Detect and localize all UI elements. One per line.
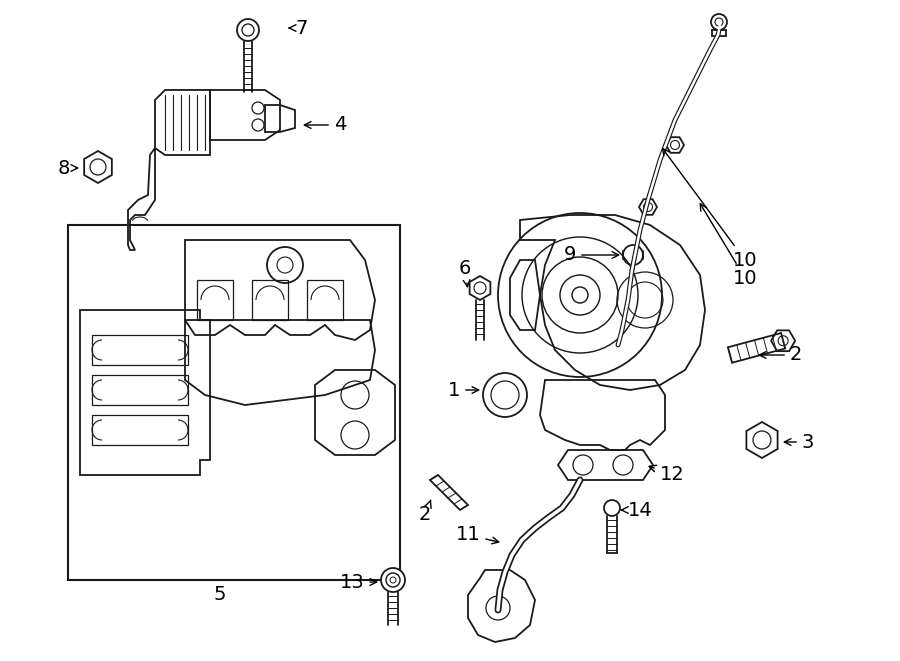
Text: 3: 3 (784, 432, 814, 451)
Text: 6: 6 (459, 258, 472, 287)
Text: 14: 14 (621, 500, 652, 520)
Text: 1: 1 (448, 381, 479, 399)
Text: 13: 13 (339, 572, 377, 592)
Text: 10: 10 (662, 149, 757, 270)
Text: 10: 10 (700, 204, 757, 288)
Text: 12: 12 (649, 465, 684, 483)
Bar (712, 30, 726, 36)
Circle shape (381, 568, 405, 592)
Bar (68, 225, 400, 580)
Text: 5: 5 (214, 586, 226, 605)
Text: 7: 7 (289, 19, 308, 38)
Text: 11: 11 (455, 525, 499, 545)
Text: 8: 8 (58, 159, 77, 178)
Text: 4: 4 (304, 116, 347, 134)
Text: 2: 2 (760, 346, 802, 364)
Circle shape (711, 14, 727, 30)
Text: 2: 2 (418, 500, 431, 524)
Text: 9: 9 (563, 245, 618, 264)
